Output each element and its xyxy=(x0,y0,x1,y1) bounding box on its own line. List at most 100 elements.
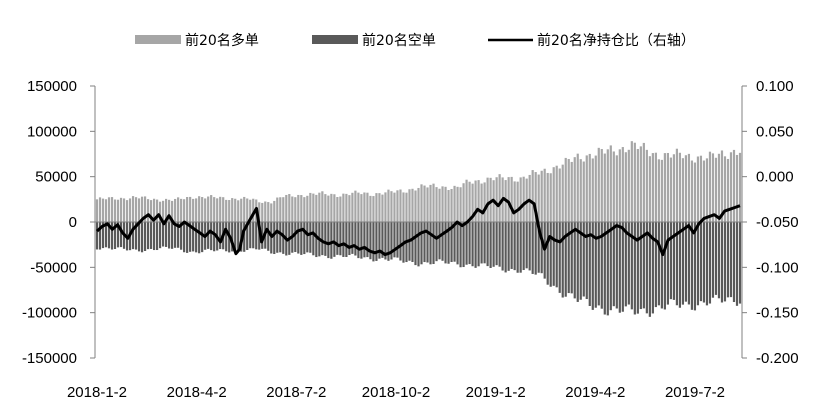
bar-short xyxy=(339,222,342,256)
bar-long xyxy=(315,194,318,222)
bar-long xyxy=(657,159,660,222)
bar-long xyxy=(540,170,543,222)
bar-long xyxy=(666,152,669,222)
bar-short xyxy=(255,222,258,250)
bar-long xyxy=(447,189,450,222)
bar-long xyxy=(585,155,588,222)
bar-short xyxy=(330,222,333,259)
bar-long xyxy=(116,199,120,222)
bar-long xyxy=(417,187,420,222)
bar-long xyxy=(690,160,694,222)
bar-short xyxy=(411,222,414,262)
bar-short xyxy=(107,222,111,249)
bar-short xyxy=(504,222,507,273)
bar-long xyxy=(336,197,339,222)
bar-short xyxy=(714,222,718,295)
bar-long xyxy=(372,196,375,222)
bar-long xyxy=(387,189,390,222)
bar-long xyxy=(357,192,360,222)
bar-long xyxy=(381,194,384,222)
bar-short xyxy=(594,222,597,308)
bar-short xyxy=(603,222,606,315)
right-tick-label: -0.050 xyxy=(756,214,799,231)
bar-short xyxy=(219,222,222,250)
bar-long xyxy=(411,188,414,222)
bar-long xyxy=(228,200,231,222)
left-ticks: 150000 100000 50000 0 -50000 -100000 -150000 xyxy=(22,78,95,367)
bar-long xyxy=(684,155,688,222)
bar-long xyxy=(735,154,739,222)
bar-long xyxy=(192,198,195,222)
bar-short xyxy=(363,222,366,258)
bar-short xyxy=(309,222,312,253)
bar-short xyxy=(225,222,228,252)
bar-long xyxy=(297,194,300,222)
bar-long xyxy=(699,155,703,222)
bar-short xyxy=(663,222,666,310)
bar-long xyxy=(216,198,219,222)
bar-long xyxy=(363,192,366,222)
bar-long xyxy=(627,149,630,222)
x-tick-label: 2018-10-2 xyxy=(362,384,430,401)
bar-short xyxy=(119,222,123,248)
bar-long xyxy=(660,159,663,222)
bar-long xyxy=(597,147,600,222)
bar-short xyxy=(387,222,390,261)
bar-long xyxy=(149,200,153,222)
bar-short xyxy=(237,222,240,251)
bar-long xyxy=(219,196,222,222)
bar-short xyxy=(303,222,306,255)
bar-long xyxy=(345,193,348,222)
bar-short xyxy=(726,222,730,298)
bar-long xyxy=(510,176,513,222)
ratio-line xyxy=(95,196,741,257)
bar-long xyxy=(375,193,378,222)
bar-long xyxy=(261,202,264,222)
bar-short xyxy=(597,222,600,306)
bar-short xyxy=(192,222,195,252)
bar-short xyxy=(357,222,360,259)
bar-long xyxy=(348,195,351,222)
bar-long xyxy=(618,149,621,222)
bar-short xyxy=(519,222,522,273)
bar-short xyxy=(447,222,450,264)
bar-long xyxy=(648,156,651,222)
bar-long xyxy=(462,183,465,222)
bar-short xyxy=(414,222,417,266)
bar-short xyxy=(276,222,279,253)
bar-long xyxy=(174,198,177,222)
bar-long xyxy=(468,181,471,222)
right-tick-label: 0.100 xyxy=(756,78,794,95)
bar-short xyxy=(143,222,147,251)
bar-long xyxy=(152,198,156,222)
bar-long xyxy=(414,190,417,222)
bar-short xyxy=(297,222,300,254)
bar-long xyxy=(390,191,393,222)
bar-long xyxy=(621,147,624,222)
bar-long xyxy=(210,195,213,222)
bar-long xyxy=(480,183,483,222)
bar-short xyxy=(528,222,531,271)
bar-long xyxy=(732,149,736,222)
bar-long xyxy=(444,186,447,222)
bar-short xyxy=(104,222,108,248)
bar-short xyxy=(540,222,543,274)
left-tick-label: -150000 xyxy=(22,350,77,367)
bar-long xyxy=(195,198,198,222)
right-tick-label: 0.000 xyxy=(756,169,794,186)
bar-long xyxy=(483,182,486,222)
bar-long xyxy=(366,192,369,222)
bar-short xyxy=(654,222,657,308)
bar-long xyxy=(279,197,282,222)
bar-short xyxy=(372,222,375,262)
bar-long xyxy=(663,153,666,222)
bar-long xyxy=(681,158,685,222)
bar-long xyxy=(399,189,402,222)
bar-short xyxy=(423,222,426,263)
bar-long xyxy=(645,149,648,222)
bar-short xyxy=(113,222,117,250)
bar-short xyxy=(510,222,513,269)
bar-long xyxy=(738,152,742,222)
bars-long xyxy=(95,141,742,222)
bar-short xyxy=(390,222,393,260)
